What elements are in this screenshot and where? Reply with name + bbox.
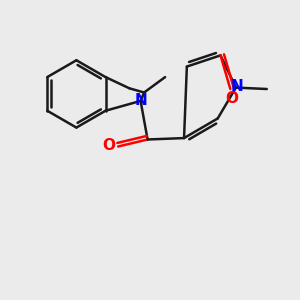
Text: O: O	[103, 138, 116, 153]
Text: O: O	[225, 91, 238, 106]
Text: N: N	[230, 80, 243, 94]
Text: N: N	[135, 93, 148, 108]
